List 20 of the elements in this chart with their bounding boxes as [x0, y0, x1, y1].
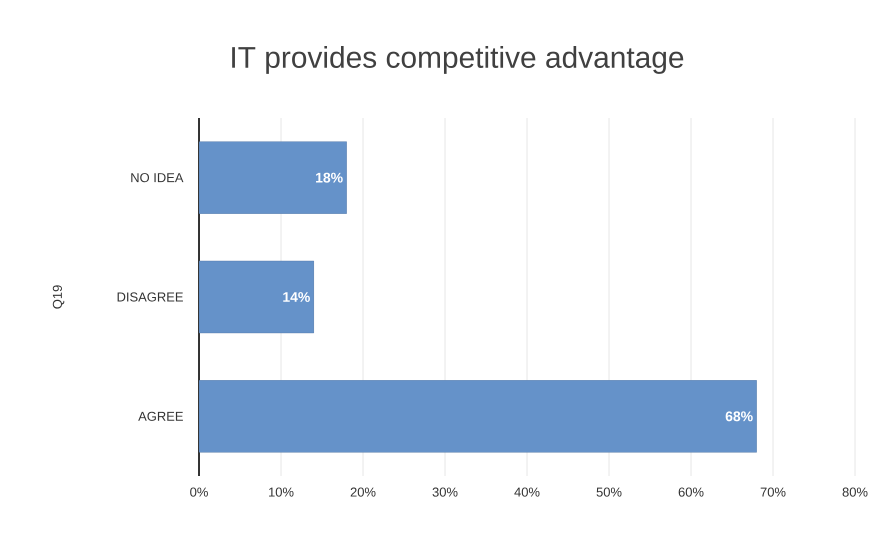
y-tick-label: DISAGREE	[118, 292, 183, 302]
x-tick-label: 40%	[514, 488, 540, 497]
y-tick-label: AGREE	[138, 412, 183, 421]
x-tick-label: 0%	[190, 488, 208, 497]
x-tick-label: 30%	[432, 488, 458, 497]
bar	[199, 380, 757, 453]
chart-title: IT provides competitive advantage	[232, 46, 684, 74]
x-tick-label: 60%	[678, 488, 704, 497]
x-tick-label: 50%	[596, 488, 622, 497]
data-label: 68%	[726, 411, 753, 422]
data-label: 18%	[316, 172, 343, 183]
x-tick-label: 70%	[760, 488, 786, 497]
y-tick-label: NO IDEA	[131, 173, 184, 182]
bar	[199, 141, 347, 214]
x-tick-label: 20%	[350, 488, 376, 497]
bar	[199, 260, 314, 334]
x-tick-label: 10%	[269, 488, 294, 497]
data-label: 14%	[283, 292, 310, 302]
y-axis-title: Q19	[52, 285, 64, 309]
x-tick-label: 80%	[842, 488, 868, 497]
